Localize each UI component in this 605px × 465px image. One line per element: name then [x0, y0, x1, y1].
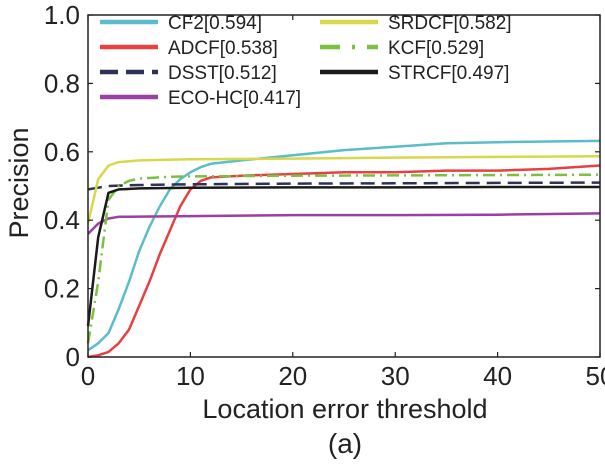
x-tick-label: 10 — [176, 361, 205, 391]
legend: CF2[0.594] ADCF[0.538] DSST[0.512] ECO-HC[0… — [100, 13, 512, 109]
series-line-3 — [87, 212, 601, 235]
legend-label: CF2[0.594] — [168, 13, 262, 34]
series-line-0 — [87, 139, 601, 352]
y-tick-label: 0.6 — [44, 137, 80, 167]
x-tick-label: 40 — [483, 361, 512, 391]
y-tick-label: 1.0 — [44, 0, 80, 30]
series-line-6 — [86, 185, 600, 327]
axes-layer — [87, 14, 601, 358]
y-axis-label: Precision — [4, 127, 34, 238]
x-axis-label: Location error threshold — [202, 394, 487, 424]
ticks-layer: 0 10 20 30 40 50 0 0.2 0.4 0.6 0.8 1.0 — [44, 0, 605, 391]
plot-frame — [87, 14, 601, 358]
x-tick-label: 20 — [278, 361, 307, 391]
legend-label: STRCF[0.497] — [388, 63, 509, 84]
y-tick-label: 0.2 — [44, 274, 80, 304]
chart-caption: (a) — [328, 428, 362, 459]
series-line-4 — [86, 154, 601, 224]
x-tick-label: 50 — [586, 361, 605, 391]
legend-label: ECO-HC[0.417] — [168, 88, 301, 109]
series-layer — [86, 139, 601, 359]
y-tick-label: 0 — [66, 342, 80, 372]
series-line-1 — [87, 164, 601, 359]
legend-label: KCF[0.529] — [388, 38, 484, 59]
y-tick-label: 0.8 — [44, 68, 80, 98]
legend-label: ADCF[0.538] — [168, 38, 278, 59]
y-tick-label: 0.4 — [44, 205, 80, 235]
x-tick-label: 30 — [381, 361, 410, 391]
series-line-5 — [86, 173, 601, 344]
x-tick-label: 0 — [81, 361, 95, 391]
legend-label: SRDCF[0.582] — [388, 13, 512, 34]
legend-label: DSST[0.512] — [168, 63, 277, 84]
series-line-2 — [87, 181, 601, 191]
